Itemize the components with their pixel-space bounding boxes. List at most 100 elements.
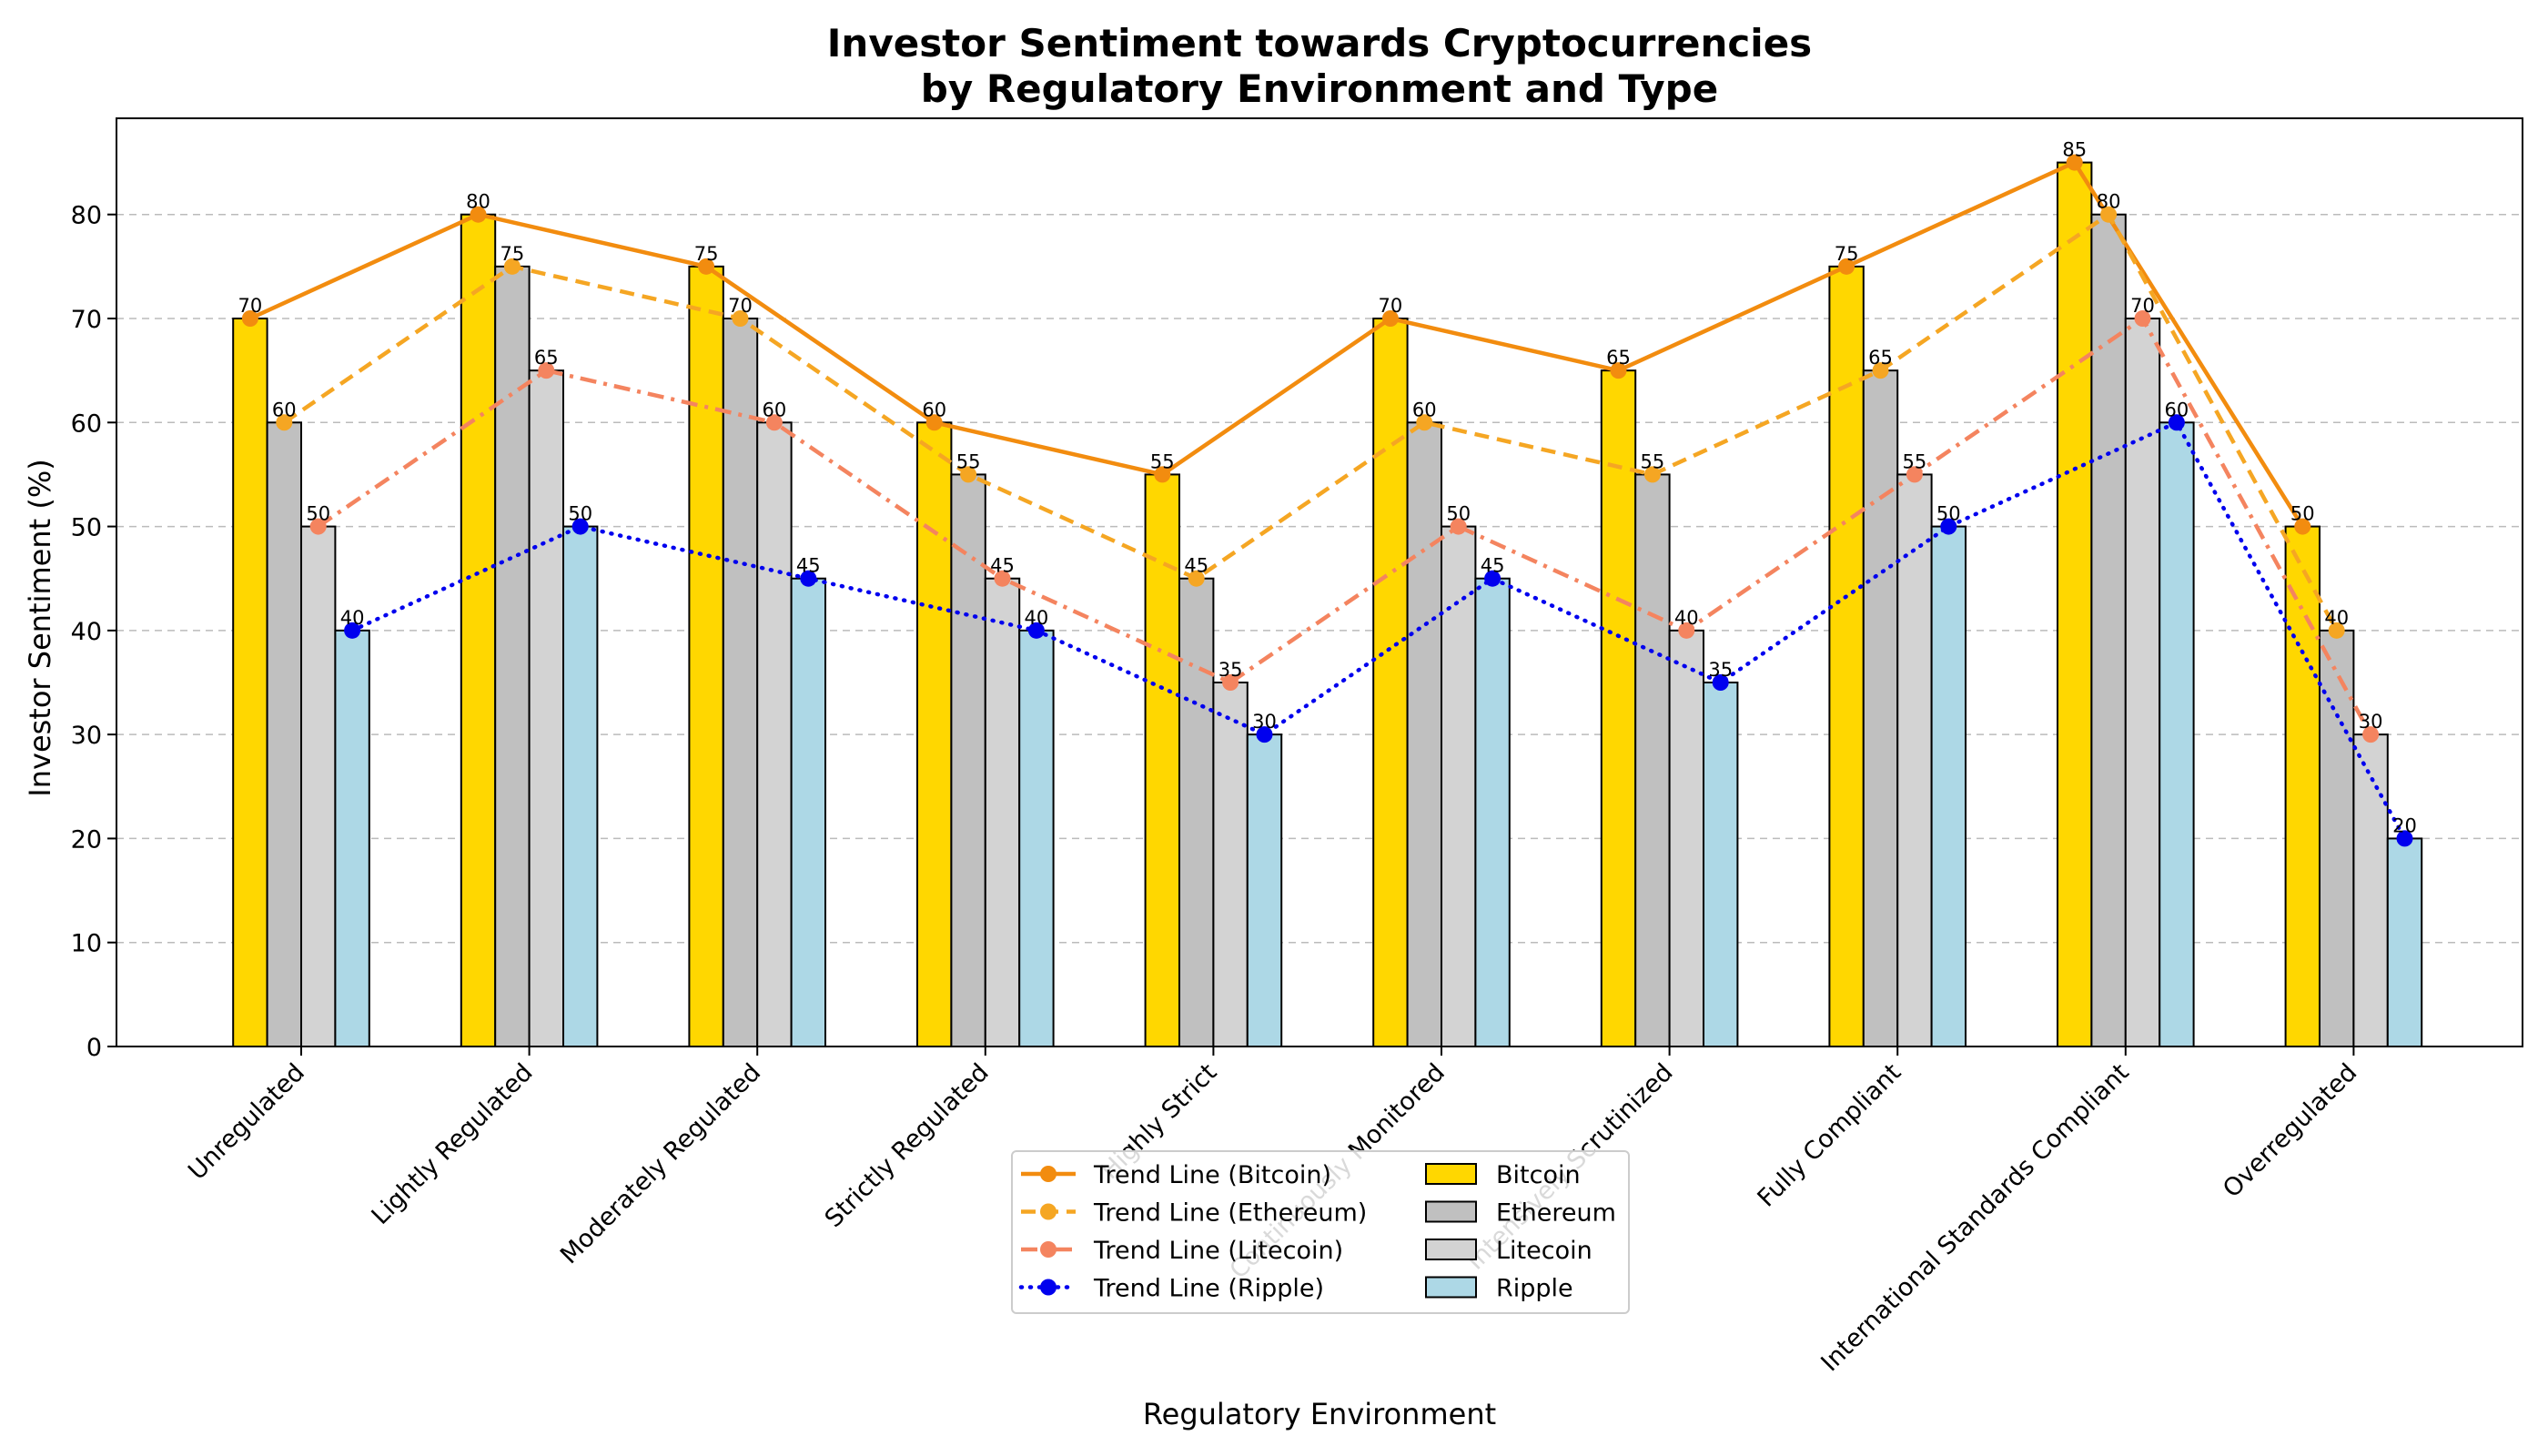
trend-marker-bitcoin	[2294, 518, 2311, 535]
bar-litecoin	[2352, 733, 2389, 1048]
bar-litecoin	[1441, 525, 1477, 1047]
trend-marker-ripple	[1712, 674, 1729, 691]
value-labels: 70 80 75 60 55 70 65 75 85 50 60 75 70 55 45 60 55 65 80 40…	[238, 139, 2417, 837]
value-label: 40	[340, 607, 365, 629]
trend-marker-bitcoin	[1381, 310, 1399, 327]
trend-marker-ripple	[2168, 414, 2185, 431]
value-label: 45	[796, 555, 821, 577]
legend-label: Trend Line (Bitcoin)	[1093, 1161, 1331, 1189]
trend-marker-litecoin	[1222, 674, 1239, 691]
x-tick-label: Overregulated	[2218, 1058, 2362, 1203]
chart-title-line1: Investor Sentiment towards Cryptocurrenc…	[827, 21, 1812, 66]
trend-marker-ethereum	[276, 414, 293, 431]
trend-marker-ripple	[1940, 518, 1957, 535]
trend-marker-litecoin	[1906, 466, 1923, 483]
bar-ethereum	[1406, 421, 1442, 1047]
value-label: 50	[2290, 503, 2315, 525]
trend-marker-ripple	[1027, 622, 1045, 639]
bar-litecoin	[528, 369, 564, 1047]
trend-marker-ethereum	[503, 258, 521, 275]
trend-marker-ripple	[2396, 830, 2413, 847]
value-label: 30	[1252, 711, 1277, 733]
trend-marker-ripple	[800, 570, 817, 587]
bar-bitcoin	[916, 421, 953, 1047]
legend-swatch-ripple	[1425, 1276, 1477, 1299]
y-axis-label: Investor Sentiment (%)	[23, 459, 57, 796]
bar-litecoin	[1896, 473, 1933, 1047]
trend-marker-ethereum	[732, 310, 749, 327]
bar-ethereum	[722, 318, 759, 1047]
trend-marker-bitcoin	[1154, 466, 1171, 483]
bar-litecoin	[1668, 629, 1704, 1047]
value-label: 60	[922, 399, 946, 420]
value-label: 35	[1218, 659, 1243, 681]
bar-ethereum	[266, 421, 303, 1047]
x-tick-label: Strictly Regulated	[820, 1058, 995, 1233]
bar-ethereum	[494, 265, 531, 1048]
y-tick-label: 20	[71, 825, 102, 854]
x-tick-label: Lightly Regulated	[367, 1058, 539, 1230]
value-label: 60	[272, 399, 297, 420]
value-label: 50	[1446, 503, 1471, 525]
trend-marker-bitcoin	[698, 258, 715, 275]
bar-ethereum	[1862, 369, 1899, 1047]
legend-label: Trend Line (Ripple)	[1093, 1275, 1324, 1303]
trend-marker-litecoin	[1450, 518, 1467, 535]
legend-marker	[1040, 1203, 1057, 1220]
value-label: 75	[694, 243, 719, 265]
bar-bitcoin	[1828, 265, 1865, 1048]
legend-marker	[1040, 1279, 1057, 1296]
legend-label: Litecoin	[1496, 1237, 1592, 1265]
value-label: 55	[1903, 450, 1927, 472]
value-label: 60	[1412, 399, 1437, 420]
bar-litecoin	[300, 525, 337, 1047]
legend-label: Ethereum	[1496, 1199, 1616, 1228]
trend-marker-ethereum	[1416, 414, 1433, 431]
y-tick-label: 80	[71, 202, 102, 230]
value-label: 40	[1025, 607, 1049, 629]
value-label: 85	[2062, 139, 2087, 161]
value-label: 50	[306, 503, 330, 525]
bar-bitcoin	[232, 318, 268, 1047]
bar-bitcoin	[2284, 525, 2321, 1047]
bar-ripple	[562, 525, 599, 1047]
trend-marker-ethereum	[960, 466, 977, 483]
value-label: 20	[2392, 814, 2417, 836]
value-label: 50	[1936, 503, 1961, 525]
y-tick-label: 30	[71, 722, 102, 750]
trend-marker-bitcoin	[470, 206, 487, 223]
trend-marker-ethereum	[1643, 466, 1661, 483]
value-label: 55	[1641, 450, 1665, 472]
value-label: 65	[1868, 347, 1893, 369]
value-label: 80	[466, 191, 490, 213]
bar-bitcoin	[460, 213, 497, 1047]
legend-label: Trend Line (Litecoin)	[1093, 1237, 1343, 1265]
legend-box	[1011, 1150, 1630, 1314]
x-tick-label: Unregulated	[183, 1058, 310, 1186]
trend-lines	[241, 154, 2413, 847]
y-tick-label: 10	[71, 930, 102, 958]
trend-marker-litecoin	[538, 362, 555, 379]
legend-label: Trend Line (Ethereum)	[1093, 1199, 1367, 1228]
y-tick-label: 0	[86, 1034, 102, 1062]
bar-ripple	[1474, 577, 1511, 1047]
bar-ethereum	[1634, 473, 1671, 1047]
x-tick-label: Fully Compliant	[1753, 1058, 1907, 1213]
value-label: 70	[1379, 295, 1403, 317]
bar-bitcoin	[688, 265, 724, 1048]
trend-line-ethereum	[283, 211, 2339, 632]
trend-marker-bitcoin	[1610, 362, 1627, 379]
bar-ripple	[1703, 682, 1739, 1047]
trend-marker-ripple	[344, 622, 361, 639]
value-label: 55	[956, 450, 981, 472]
legend: Trend Line (Bitcoin) Trend Line (Ethereum…	[1011, 1150, 1630, 1314]
value-label: 45	[990, 555, 1015, 577]
legend-swatch-ethereum	[1425, 1200, 1477, 1223]
trend-marker-ripple	[1484, 570, 1502, 587]
bar-ripple	[334, 629, 370, 1047]
bar-litecoin	[2124, 318, 2161, 1047]
value-label: 50	[568, 503, 592, 525]
bar-ripple	[1018, 629, 1055, 1047]
trend-marker-ethereum	[1188, 570, 1205, 587]
trend-marker-litecoin	[1678, 622, 1695, 639]
